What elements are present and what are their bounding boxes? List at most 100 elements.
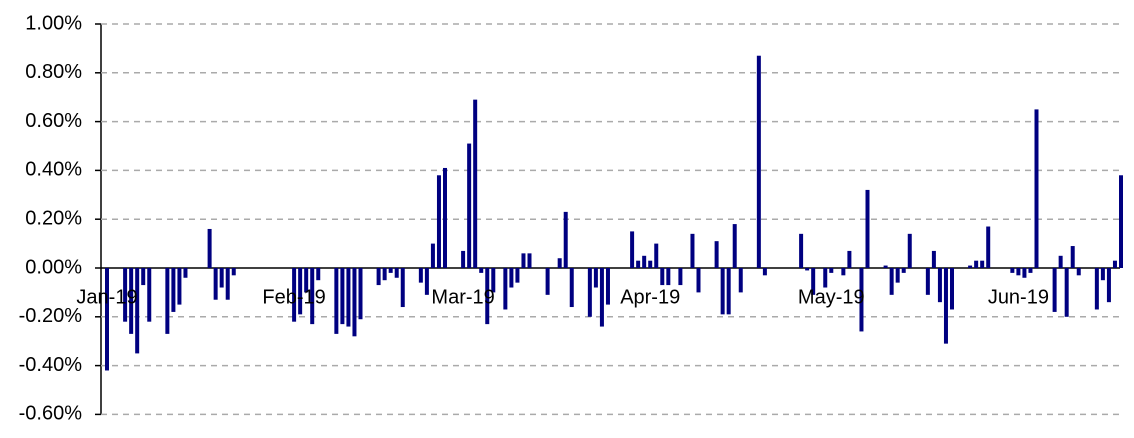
bar bbox=[545, 268, 550, 295]
bar bbox=[509, 268, 514, 288]
bar bbox=[690, 233, 695, 268]
y-tick-label: 0.20% bbox=[25, 207, 82, 229]
bar bbox=[660, 268, 665, 286]
bar bbox=[165, 268, 170, 334]
bar bbox=[726, 268, 731, 315]
bar bbox=[358, 268, 363, 320]
bar bbox=[654, 243, 659, 268]
bar bbox=[105, 268, 109, 371]
y-tick-label: 0.60% bbox=[25, 110, 82, 132]
bar bbox=[823, 268, 828, 288]
x-tick-label: Jun-19 bbox=[988, 286, 1049, 308]
bar bbox=[171, 268, 176, 312]
bar bbox=[829, 268, 834, 273]
bar bbox=[642, 255, 647, 268]
bar bbox=[714, 241, 719, 268]
bar bbox=[424, 268, 429, 295]
bar bbox=[418, 268, 423, 283]
bar bbox=[443, 167, 447, 268]
bar bbox=[799, 233, 804, 268]
bar bbox=[304, 268, 309, 293]
bar bbox=[805, 268, 810, 271]
x-tick-label: Apr-19 bbox=[620, 286, 680, 308]
bar bbox=[473, 99, 478, 268]
bar bbox=[346, 268, 351, 327]
bar bbox=[1016, 268, 1021, 276]
y-tick-label: -0.40% bbox=[19, 354, 83, 376]
bar bbox=[467, 143, 472, 268]
bar bbox=[1112, 260, 1117, 268]
bar bbox=[859, 268, 864, 332]
bar bbox=[352, 268, 357, 337]
bar bbox=[587, 268, 592, 317]
bar bbox=[678, 268, 683, 286]
bar bbox=[207, 228, 212, 268]
bar bbox=[394, 268, 399, 278]
bar bbox=[491, 268, 496, 293]
bar bbox=[1064, 268, 1069, 317]
bar bbox=[436, 175, 441, 268]
bar bbox=[630, 231, 635, 268]
bar bbox=[129, 268, 134, 334]
bar bbox=[479, 268, 484, 273]
bar bbox=[231, 268, 236, 276]
bar bbox=[135, 268, 140, 354]
x-tick-label: Mar-19 bbox=[431, 286, 494, 308]
bar bbox=[340, 268, 345, 325]
bar bbox=[968, 265, 973, 268]
bar bbox=[213, 268, 218, 300]
bar bbox=[943, 268, 948, 344]
y-tick-label: -0.20% bbox=[19, 305, 83, 327]
bar bbox=[756, 55, 761, 268]
bar bbox=[219, 268, 224, 288]
bar bbox=[430, 243, 435, 268]
bar bbox=[720, 268, 725, 315]
bar bbox=[1076, 268, 1081, 276]
bar bbox=[907, 233, 912, 268]
bar bbox=[298, 268, 303, 315]
bar bbox=[521, 253, 526, 268]
bar bbox=[569, 268, 574, 308]
y-tick-label: 0.00% bbox=[25, 256, 82, 278]
bar bbox=[1100, 268, 1105, 281]
bar bbox=[123, 268, 128, 322]
bar bbox=[696, 268, 701, 293]
y-tick-label: 0.40% bbox=[25, 159, 82, 181]
bar bbox=[847, 250, 852, 268]
bar bbox=[883, 265, 888, 268]
x-tick-label: Jan-19 bbox=[76, 286, 137, 308]
bar bbox=[1052, 268, 1057, 312]
bar bbox=[931, 250, 936, 268]
y-tick-label: 0.80% bbox=[25, 61, 82, 83]
bar bbox=[593, 268, 598, 288]
bar bbox=[177, 268, 182, 305]
bar bbox=[557, 258, 562, 268]
bar bbox=[950, 268, 954, 310]
bar bbox=[636, 260, 641, 268]
bar bbox=[485, 268, 490, 325]
y-tick-label: -0.60% bbox=[19, 403, 83, 425]
bar bbox=[316, 268, 321, 281]
bar bbox=[376, 268, 381, 286]
bar bbox=[648, 260, 653, 268]
y-tick-label: 1.00% bbox=[25, 12, 82, 34]
bar bbox=[1094, 268, 1099, 310]
bar bbox=[762, 268, 767, 276]
bar bbox=[986, 226, 991, 268]
bar bbox=[527, 253, 532, 268]
bar bbox=[141, 268, 146, 286]
bar bbox=[183, 268, 188, 278]
bar bbox=[732, 224, 737, 268]
bar bbox=[225, 268, 230, 300]
bar bbox=[889, 268, 894, 295]
bar bbox=[334, 268, 339, 334]
bar bbox=[1034, 109, 1039, 269]
bar bbox=[1010, 268, 1015, 273]
bar bbox=[666, 268, 671, 286]
bar bbox=[1058, 255, 1063, 268]
bar bbox=[901, 268, 906, 273]
bar bbox=[563, 211, 568, 268]
bar bbox=[1070, 246, 1075, 268]
bar bbox=[382, 268, 387, 281]
